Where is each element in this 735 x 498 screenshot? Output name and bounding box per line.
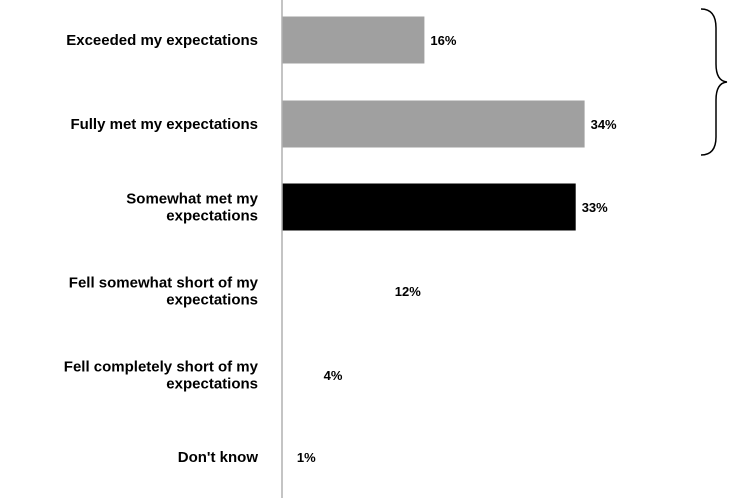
category-label-line: Fell somewhat short of my [69, 275, 259, 292]
category-label-line: expectations [166, 208, 258, 225]
category-label-6: Don't know [178, 449, 259, 466]
bar-2 [282, 100, 585, 148]
category-label-5: Fell completely short of my expectations [64, 359, 259, 393]
value-label-6: 1% [297, 450, 316, 465]
category-label-line: expectations [166, 292, 258, 309]
value-label-1: 16% [430, 33, 456, 48]
value-label-3: 33% [582, 200, 608, 215]
category-label-1: Exceeded my expectations [66, 32, 258, 49]
category-label-line: Fell completely short of my [64, 359, 259, 376]
category-labels: Exceeded my expectations Fully met my exp… [64, 32, 259, 466]
category-label-line: Somewhat met my [126, 191, 258, 208]
category-label-2: Fully met my expectations [70, 116, 258, 133]
value-label-5: 4% [324, 368, 343, 383]
category-label-4: Fell somewhat short of my expectations [69, 275, 259, 309]
grouping-brace [700, 8, 728, 156]
value-labels: 16% 34% 33% 12% 4% 1% [297, 33, 617, 465]
bar-1 [282, 16, 425, 64]
bar-6 [282, 433, 291, 481]
bar-3 [282, 183, 576, 231]
category-label-line: Don't know [178, 449, 259, 466]
bars-layer [282, 16, 585, 481]
category-label-3: Somewhat met my expectations [126, 191, 258, 225]
bar-5 [282, 351, 318, 399]
category-label-line: Exceeded my expectations [66, 32, 258, 49]
category-label-line: Fully met my expectations [70, 116, 258, 133]
category-label-line: expectations [166, 376, 258, 393]
value-label-2: 34% [591, 117, 617, 132]
bar-4 [282, 267, 389, 315]
value-label-4: 12% [395, 284, 421, 299]
